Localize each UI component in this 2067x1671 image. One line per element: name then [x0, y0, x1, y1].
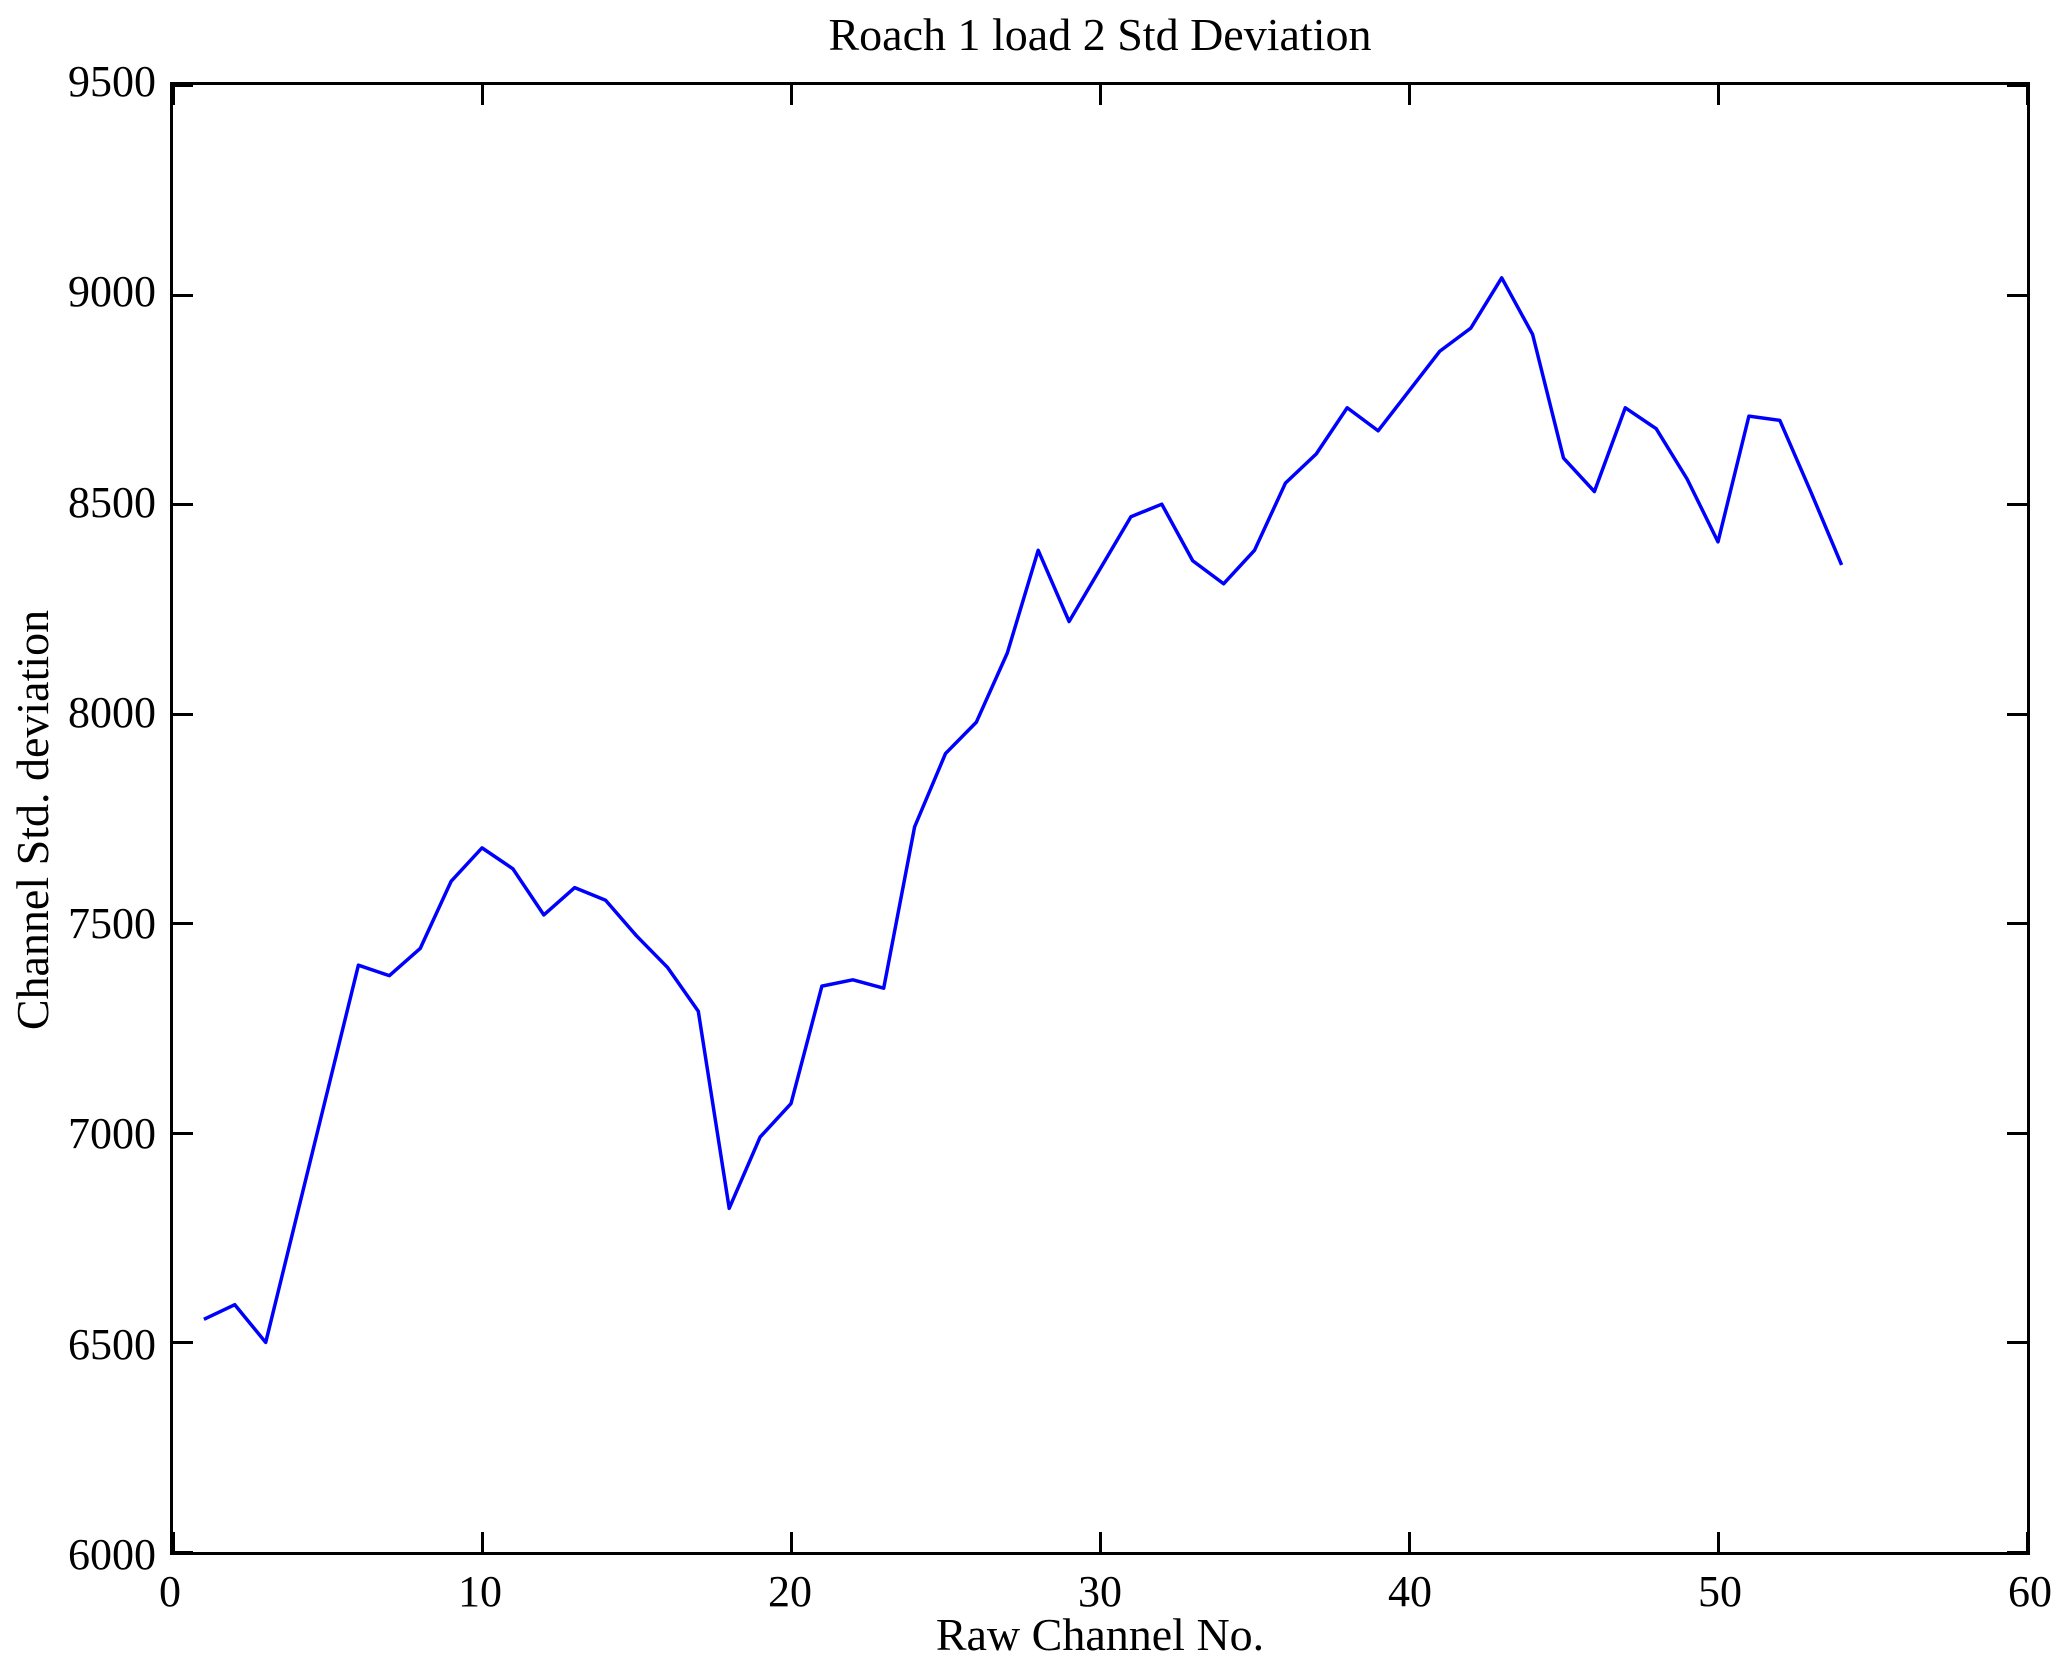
chart-title: Roach 1 load 2 Std Deviation [828, 9, 1372, 60]
y-tick-mark [173, 1341, 193, 1345]
x-tick-mark [2026, 85, 2029, 105]
y-tick-mark [173, 84, 193, 87]
y-tick-label: 7500 [68, 898, 156, 948]
y-tick-mark [2007, 1131, 2027, 1135]
x-tick-label: 30 [1078, 1567, 1122, 1616]
y-tick-mark [2007, 293, 2027, 297]
x-tick-mark [789, 1532, 793, 1552]
x-tick-label: 60 [2008, 1567, 2052, 1616]
y-tick-label: 9500 [68, 57, 156, 106]
x-tick-mark [480, 1532, 484, 1552]
x-tick-mark [172, 85, 175, 105]
y-axis-label: Channel Std. deviation [7, 609, 58, 1031]
x-tick-label: 40 [1388, 1567, 1432, 1616]
y-tick-mark [173, 503, 193, 507]
y-tick-mark [173, 1131, 193, 1135]
x-tick-mark [1407, 85, 1411, 105]
x-tick-mark [172, 1532, 175, 1552]
y-tick-label: 8500 [68, 477, 156, 527]
line-chart-canvas [203, 276, 1844, 1345]
y-tick-mark [2007, 503, 2027, 507]
x-tick-label: 50 [1698, 1567, 1742, 1616]
x-tick-mark [1099, 85, 1102, 105]
x-tick-mark [480, 85, 484, 105]
y-tick-label: 8000 [68, 688, 156, 738]
y-tick-label: 9000 [68, 267, 156, 317]
y-tick-mark [2007, 84, 2027, 87]
x-tick-label: 0 [159, 1567, 181, 1616]
x-tick-mark [1099, 1532, 1102, 1552]
x-tick-mark [2026, 1532, 2029, 1552]
x-tick-mark [1717, 85, 1720, 105]
y-tick-mark [2007, 1551, 2027, 1554]
y-tick-label: 6000 [68, 1530, 156, 1579]
y-tick-mark [2007, 922, 2027, 926]
y-tick-mark [2007, 712, 2027, 716]
y-tick-mark [173, 712, 193, 716]
x-tick-label: 20 [768, 1567, 812, 1616]
x-tick-mark [1717, 1532, 1720, 1552]
plot-area [170, 82, 2030, 1555]
data-line [203, 276, 1844, 1345]
x-axis-label: Raw Channel No. [935, 1609, 1265, 1660]
y-tick-mark [173, 293, 193, 297]
y-tick-mark [2007, 1341, 2027, 1345]
x-tick-mark [1407, 1532, 1411, 1552]
y-tick-label: 6500 [68, 1319, 156, 1369]
x-tick-mark [789, 85, 793, 105]
y-tick-mark [173, 922, 193, 926]
y-tick-mark [173, 1551, 193, 1554]
y-tick-label: 7000 [68, 1109, 156, 1159]
x-tick-label: 10 [458, 1567, 502, 1616]
